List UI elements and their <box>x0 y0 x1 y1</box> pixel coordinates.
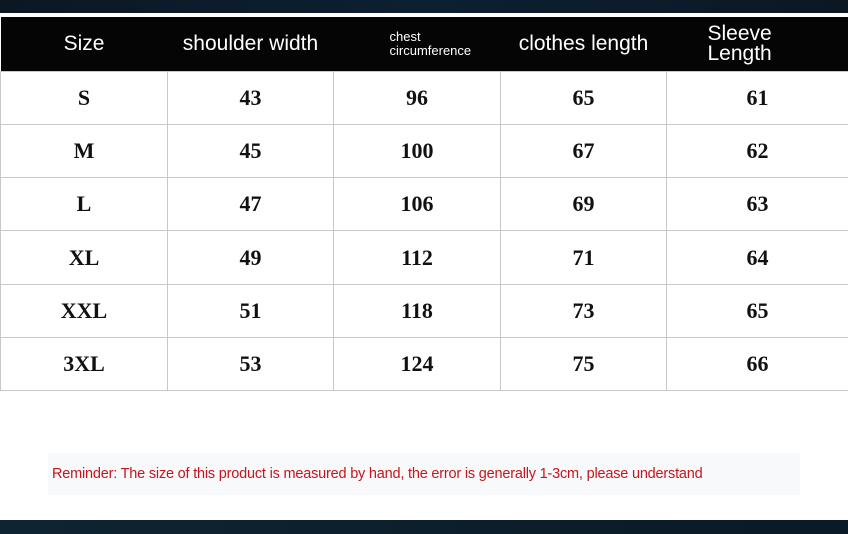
table-cell: 51 <box>167 283 334 338</box>
header-row: Size shoulder width chest circumference … <box>0 17 848 71</box>
reminder-text: Reminder: The size of this product is me… <box>52 466 703 482</box>
header-sleeve-length-text: Sleeve Length <box>707 21 772 65</box>
table-cell: 62 <box>666 123 848 179</box>
header-clothes-length: clothes length <box>500 17 667 71</box>
table-cell: 100 <box>333 123 501 179</box>
size-table: Size shoulder width chest circumference … <box>0 17 848 392</box>
table-cell: 45 <box>167 123 334 179</box>
table-cell: 3XL <box>0 336 168 392</box>
table-row: M 45 100 67 62 <box>0 123 848 179</box>
table-row: XL 49 112 71 64 <box>0 230 848 285</box>
table-cell: L <box>0 177 168 232</box>
table-cell: 63 <box>666 177 848 232</box>
table-cell: 64 <box>666 230 848 285</box>
table-cell: XL <box>0 230 168 285</box>
table-cell: 71 <box>500 230 667 285</box>
table-row: S 43 96 65 61 <box>0 70 848 125</box>
table-cell: XXL <box>0 283 168 338</box>
table-cell: 65 <box>666 283 848 338</box>
top-background <box>0 0 848 13</box>
table-row: L 47 106 69 63 <box>0 177 848 232</box>
table-cell: 106 <box>333 177 501 232</box>
size-chart: Size shoulder width chest circumference … <box>0 13 848 520</box>
table-cell: 73 <box>500 283 667 338</box>
table-cell: S <box>0 70 168 125</box>
table-cell: 112 <box>333 230 501 285</box>
table-cell: 66 <box>666 336 848 392</box>
reminder-note: Reminder: The size of this product is me… <box>48 453 800 495</box>
header-size: Size <box>0 17 168 71</box>
table-row: XXL 51 118 73 65 <box>0 283 848 338</box>
header-chest-circumference: chest circumference <box>333 17 501 71</box>
table-cell: 65 <box>500 70 667 125</box>
header-shoulder-width: shoulder width <box>167 17 334 71</box>
table-cell: 61 <box>666 70 848 125</box>
table-cell: 75 <box>500 336 667 392</box>
table-cell: 69 <box>500 177 667 232</box>
table-cell: 67 <box>500 123 667 179</box>
table-cell: 47 <box>167 177 334 232</box>
table-cell: 96 <box>333 70 501 125</box>
table-row: 3XL 53 124 75 66 <box>0 336 848 392</box>
bottom-background <box>0 520 848 534</box>
header-sleeve-length: Sleeve Length <box>666 17 848 71</box>
table-cell: 53 <box>167 336 334 392</box>
table-cell: M <box>0 123 168 179</box>
table-cell: 49 <box>167 230 334 285</box>
table-cell: 118 <box>333 283 501 338</box>
table-cell: 43 <box>167 70 334 125</box>
table-cell: 124 <box>333 336 501 392</box>
